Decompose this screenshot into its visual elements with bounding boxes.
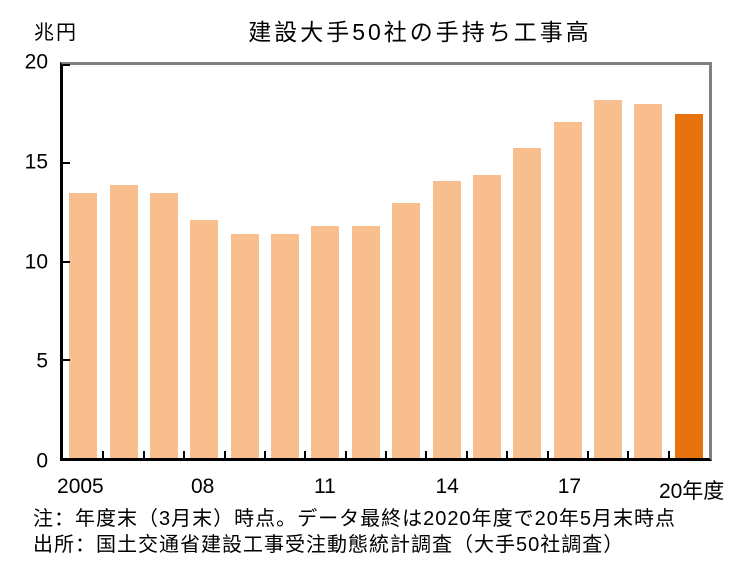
x-axis-tick [385,451,387,458]
bar-slot-2019 [628,65,668,458]
x-axis-tick [465,451,468,458]
y-axis-label-0: 0 [36,449,48,473]
bar-slot-2011 [305,65,345,458]
y-axis-label-20: 20 [24,50,48,74]
y-axis-labels: 0 5 10 15 20 [0,52,48,472]
y-axis-label-15: 15 [24,150,48,174]
y-axis-tick [63,358,70,361]
footnote-source: 出所：国土交通省建設工事受注動態統計調査（大手50社調査） [33,534,625,556]
bar-slot-2006 [103,65,143,458]
bar-2006 [109,184,138,458]
bar-2015 [472,175,501,458]
x-axis-tick [344,451,347,458]
bar-2019 [634,104,663,458]
bar-2007 [149,192,178,458]
footnotes: 注：年度末（3月末）時点。データ最終は2020年度で20年5月末時点 出所：国土… [33,506,676,558]
plot-area [60,62,712,461]
bar-2013 [392,202,421,458]
bar-2009 [230,234,259,458]
bar-2020 [674,114,703,458]
x-axis-tick [102,451,105,458]
bar-2014 [432,180,461,458]
y-axis-tick [63,64,70,66]
bar-2010 [271,234,300,458]
bar-slot-2005 [63,65,103,458]
bar-slot-2020 [669,65,709,458]
x-axis-label-9: 14 [435,475,459,498]
bar-slot-2016 [507,65,547,458]
bar-2016 [513,147,542,458]
x-axis-tick [223,451,226,458]
bar-slot-2012 [346,65,386,458]
x-axis-label-0: 2005 [57,475,104,498]
x-axis-tick [263,451,266,458]
footnote-note: 注：年度末（3月末）時点。データ最終は2020年度で20年5月末時点 [33,508,676,530]
x-axis-label-15: 20年度 [658,480,725,503]
bar-2005 [69,192,98,458]
y-axis-tick [63,162,70,165]
x-axis-tick [183,451,186,458]
x-axis-label-12: 17 [557,475,582,498]
bar-slot-2018 [588,65,628,458]
bar-slot-2017 [548,65,588,458]
bar-slot-2014 [426,65,466,458]
x-axis-tick [304,451,307,458]
x-axis-tick [627,451,630,458]
x-axis-tick [142,451,145,458]
x-axis-tick [546,451,549,458]
x-axis-tick [425,451,428,458]
x-axis-labels: 2005 08 11 14 17 20年度 [57,475,724,503]
x-axis-tick [506,451,509,458]
bar-slot-2015 [467,65,507,458]
bar-2012 [351,226,380,458]
bar-2008 [190,220,219,458]
x-axis-tick [586,451,589,458]
bar-2018 [594,100,623,458]
bar-2017 [553,122,582,458]
x-axis-tick [667,451,670,458]
y-axis-unit-label: 兆円 [34,22,78,44]
bar-slot-2009 [225,65,265,458]
bar-slot-2007 [144,65,184,458]
y-axis-label-5: 5 [36,349,48,373]
y-axis-tick [63,260,70,263]
x-axis-label-3: 08 [190,475,215,498]
bar-slot-2010 [265,65,305,458]
x-axis-label-6: 11 [313,475,336,498]
bar-slot-2013 [386,65,426,458]
bar-slot-2008 [184,65,224,458]
chart-title: 建設大手50社の手持ち工事高 [248,19,592,45]
bar-2011 [311,226,340,458]
y-axis-label-10: 10 [24,250,48,273]
